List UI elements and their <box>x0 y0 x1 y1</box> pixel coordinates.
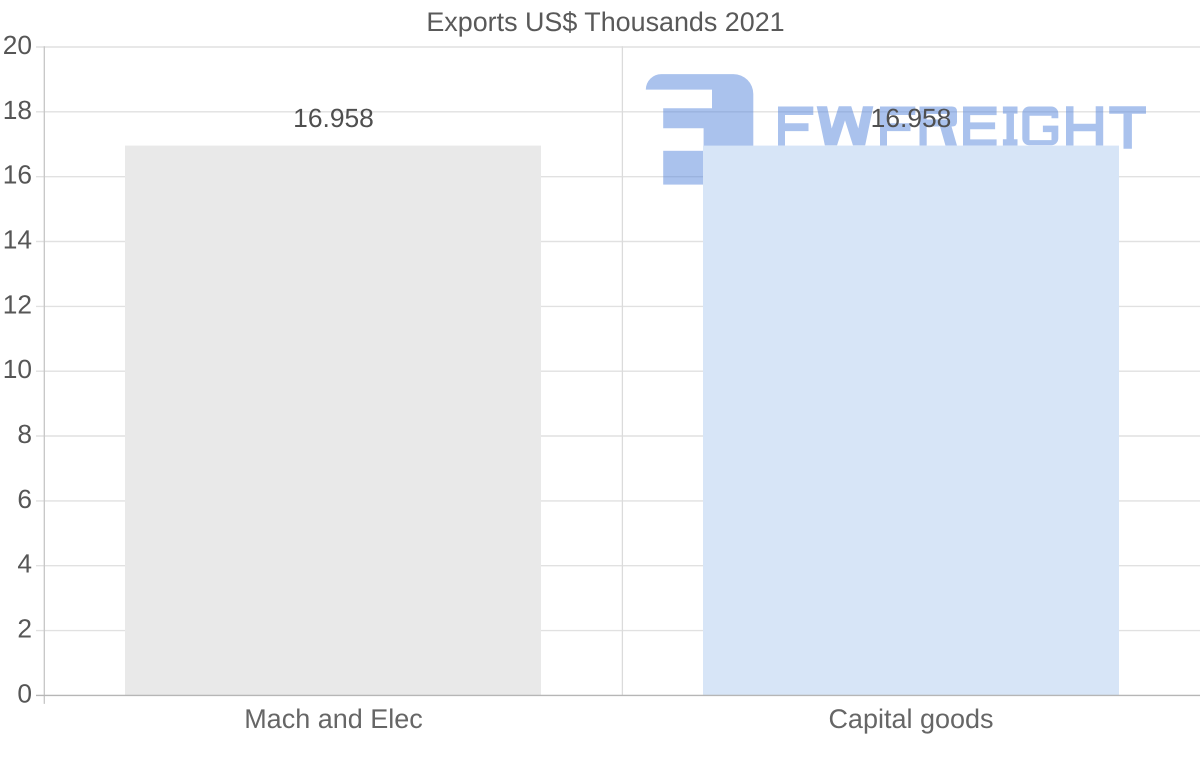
svg-text:20: 20 <box>3 30 32 60</box>
svg-text:14: 14 <box>3 225 32 255</box>
svg-text:10: 10 <box>3 354 32 384</box>
svg-text:Exports US$ Thousands 2021: Exports US$ Thousands 2021 <box>426 7 784 37</box>
svg-text:8: 8 <box>17 419 32 449</box>
svg-text:2: 2 <box>17 614 32 644</box>
svg-text:16.958: 16.958 <box>293 103 374 133</box>
svg-text:16.958: 16.958 <box>871 103 952 133</box>
svg-text:Capital goods: Capital goods <box>828 704 993 734</box>
svg-text:18: 18 <box>3 95 32 125</box>
svg-text:12: 12 <box>3 289 32 319</box>
svg-text:6: 6 <box>17 484 32 514</box>
svg-text:0: 0 <box>17 678 32 708</box>
svg-text:4: 4 <box>17 549 32 579</box>
svg-text:Mach and Elec: Mach and Elec <box>244 704 423 734</box>
svg-text:16: 16 <box>3 160 32 190</box>
